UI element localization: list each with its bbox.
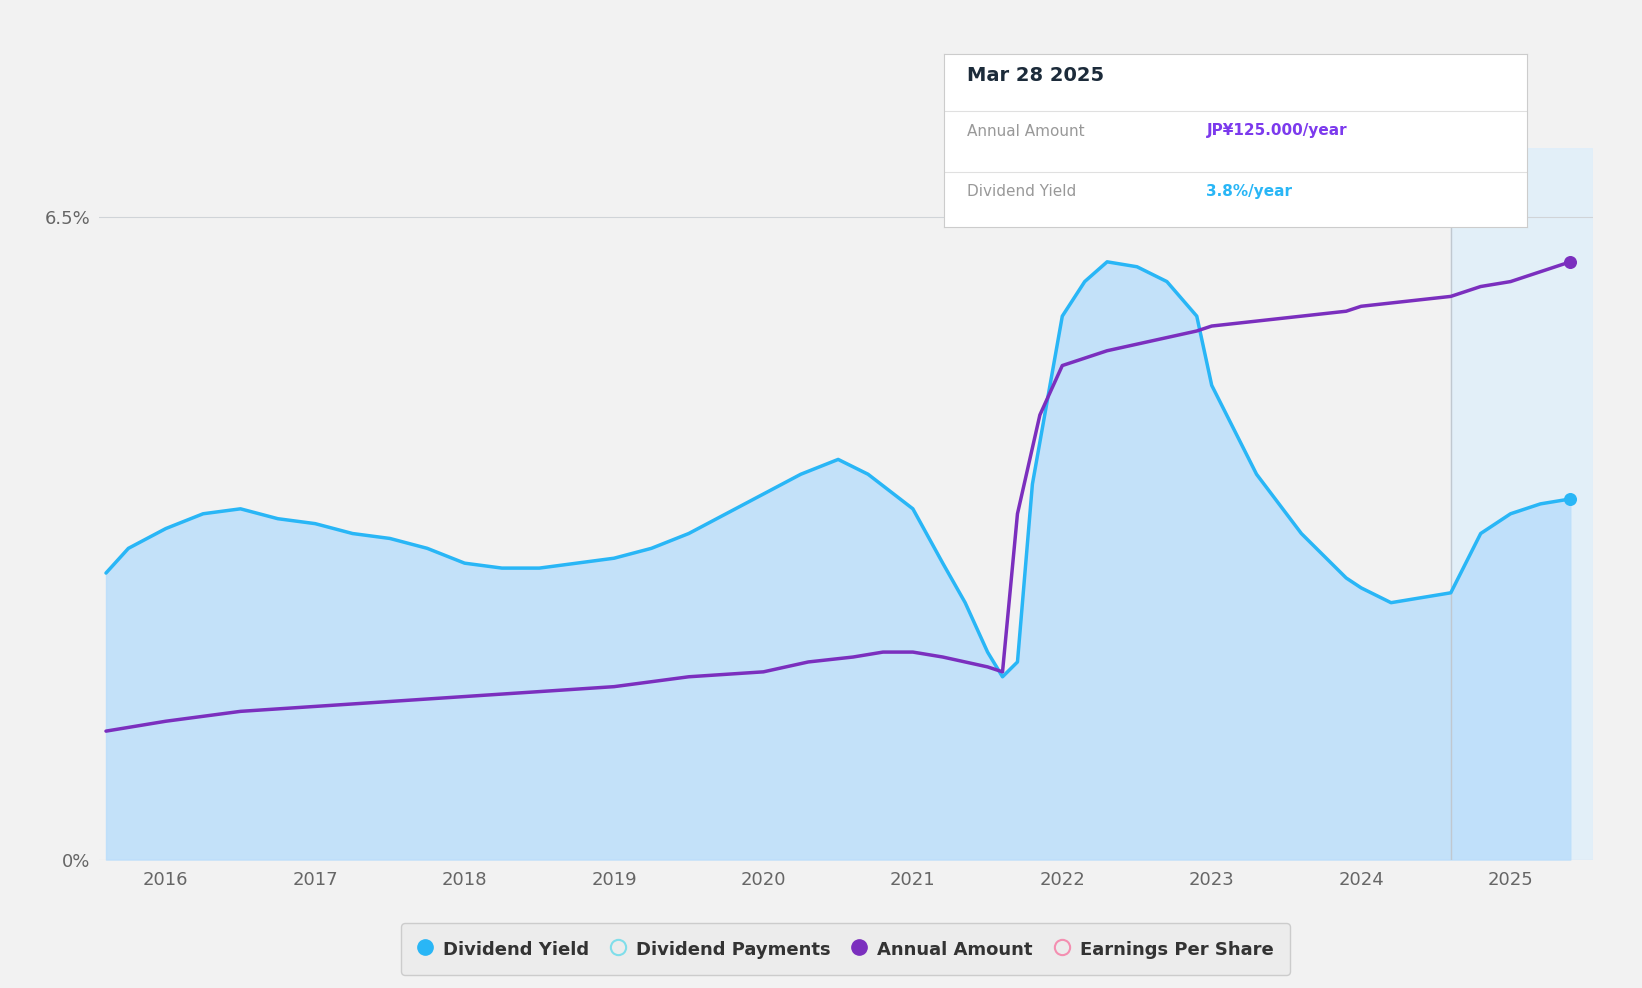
Text: Dividend Yield: Dividend Yield: [967, 184, 1077, 199]
Bar: [1452, 148, 1593, 860]
Text: Past: Past: [1458, 190, 1493, 207]
Point: [1557, 491, 1583, 507]
Text: JP¥125.000/year: JP¥125.000/year: [1207, 124, 1346, 138]
Text: Annual Amount: Annual Amount: [967, 124, 1085, 138]
Legend: Dividend Yield, Dividend Payments, Annual Amount, Earnings Per Share: Dividend Yield, Dividend Payments, Annua…: [401, 923, 1291, 975]
Text: 3.8%/year: 3.8%/year: [1207, 184, 1292, 199]
Text: Mar 28 2025: Mar 28 2025: [967, 66, 1105, 85]
Point: [1557, 254, 1583, 270]
